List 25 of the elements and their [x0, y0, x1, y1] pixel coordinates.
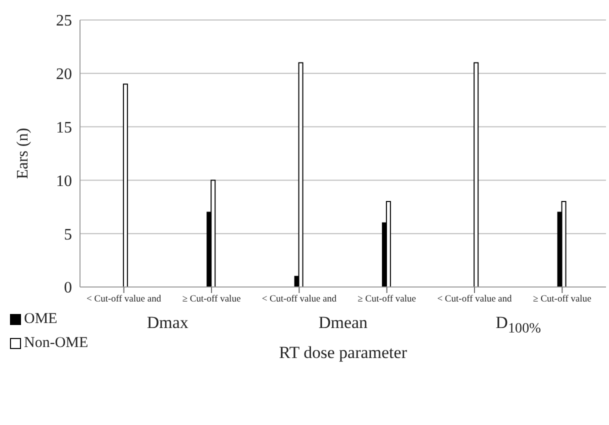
- y-tick-label: 25: [56, 12, 72, 30]
- y-tick-label: 5: [64, 226, 72, 244]
- bar: [474, 62, 479, 287]
- bar: [298, 62, 304, 287]
- text: Dmean: [317, 313, 369, 333]
- legend-label: OME: [24, 310, 58, 328]
- x-tick-label: < Cut-off value and: [262, 294, 337, 305]
- bar: [210, 180, 216, 287]
- bar: [386, 201, 391, 287]
- y-tick-label: 0: [64, 280, 72, 297]
- bar: [561, 201, 566, 287]
- x-tick-label: < Cut-off value and: [437, 294, 512, 305]
- text: Dmax: [146, 313, 190, 333]
- x-tick-label: ≥ Cut-off value: [182, 294, 241, 305]
- y-tick-label: 10: [56, 172, 72, 190]
- y-tick-label: 20: [56, 66, 72, 84]
- x-axis-title: RT dose parameter: [278, 343, 407, 362]
- x-tick-label: < Cut-off value and: [86, 294, 162, 305]
- text: D$_{100%}$: [494, 313, 542, 338]
- y-axis-title: Ears (n): [14, 128, 32, 180]
- x-tick-label: ≥ Cut-off value: [532, 294, 592, 305]
- bar: [122, 84, 128, 287]
- x-tick-label: ≥ Cut-off value: [358, 294, 416, 305]
- legend-label: Non-OME: [24, 334, 88, 352]
- y-tick-label: 15: [56, 119, 72, 136]
